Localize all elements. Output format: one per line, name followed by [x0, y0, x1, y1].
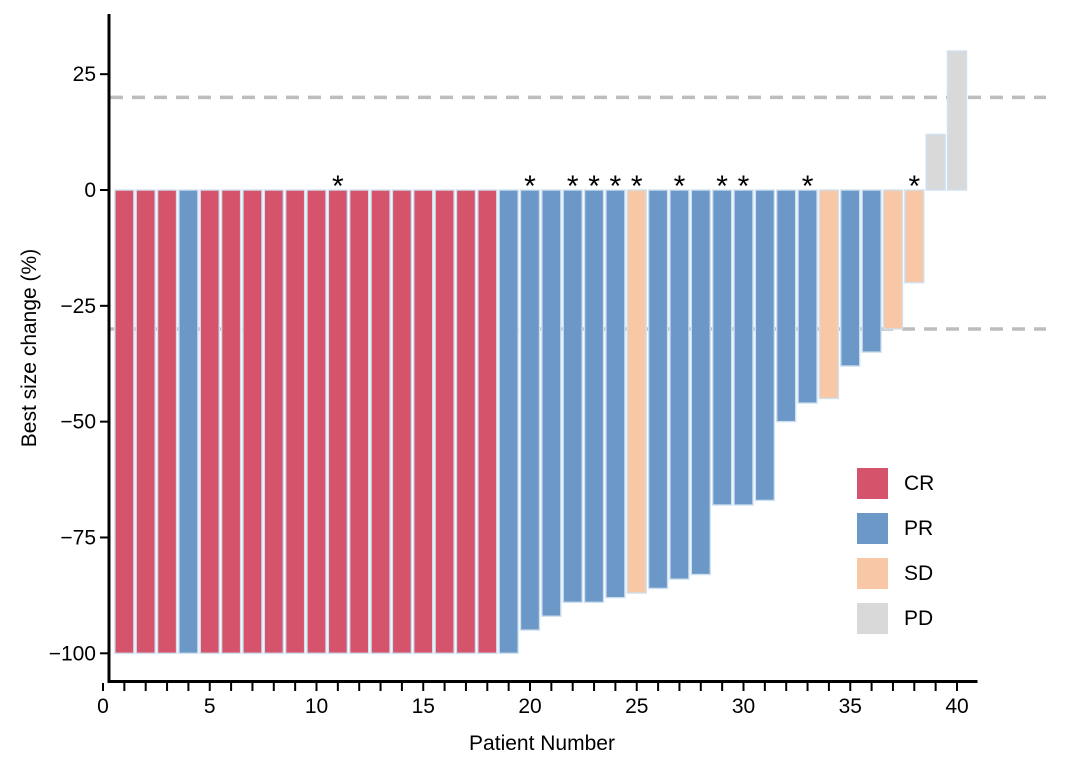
bar-patient-33 — [797, 189, 818, 404]
bar-patient-27 — [669, 189, 690, 580]
legend-entry-pr: PR — [857, 513, 934, 544]
x-axis-title: Patient Number — [469, 732, 615, 755]
bar-patient-2 — [135, 189, 156, 654]
bar-patient-3 — [156, 189, 178, 654]
legend-entry-pd: PD — [857, 603, 934, 634]
bar-patient-23 — [583, 189, 605, 604]
y-tick-label--25: −25 — [60, 295, 96, 318]
legend-swatch-pr — [857, 513, 888, 544]
x-tick-label-30: 30 — [732, 695, 755, 718]
bar-patient-21 — [541, 189, 562, 617]
bar-patient-17 — [455, 189, 477, 654]
bar-patient-14 — [391, 189, 413, 654]
legend-label-pd: PD — [904, 607, 934, 630]
bar-patient-26 — [647, 189, 669, 590]
legend-swatch-pd — [857, 603, 888, 634]
significance-star-patient-20: * — [524, 170, 536, 203]
bar-patient-30 — [733, 189, 754, 506]
legend: CR PR SD PD — [857, 468, 934, 648]
bar-patient-5 — [199, 189, 220, 654]
bar-patient-35 — [840, 189, 861, 367]
legend-entry-sd: SD — [857, 558, 934, 589]
bar-patient-12 — [349, 189, 370, 654]
x-tick-label-25: 25 — [625, 695, 648, 718]
legend-label-cr: CR — [904, 472, 935, 495]
bar-patient-1 — [114, 189, 135, 654]
bar-patient-15 — [413, 189, 434, 654]
bar-patient-31 — [754, 189, 776, 502]
significance-star-patient-22: * — [567, 170, 579, 203]
bar-patient-8 — [263, 189, 284, 654]
bar-patient-10 — [306, 189, 327, 654]
bar-patient-4 — [178, 189, 199, 654]
x-tick-label-20: 20 — [518, 695, 541, 718]
bar-patient-40 — [946, 50, 968, 191]
y-tick-label-0: 0 — [84, 179, 96, 202]
x-tick-label-15: 15 — [412, 695, 435, 718]
bar-patient-6 — [220, 189, 242, 654]
bar-patient-22 — [562, 189, 583, 604]
legend-swatch-cr — [857, 468, 888, 499]
x-tick-label-0: 0 — [97, 695, 109, 718]
bar-patient-11 — [327, 189, 349, 654]
bar-patient-29 — [711, 189, 733, 506]
legend-label-pr: PR — [904, 517, 934, 540]
bar-patient-39 — [925, 133, 946, 191]
significance-star-patient-11: * — [332, 170, 344, 203]
bar-patient-13 — [370, 189, 391, 654]
significance-star-patient-30: * — [738, 170, 750, 203]
significance-star-patient-23: * — [588, 170, 600, 203]
x-tick-label-40: 40 — [945, 695, 968, 718]
x-tick-label-35: 35 — [839, 695, 862, 718]
bar-patient-16 — [434, 189, 455, 654]
bar-patient-9 — [284, 189, 306, 654]
x-axis-line — [107, 680, 978, 683]
y-tick-label--75: −75 — [60, 526, 96, 549]
significance-star-patient-27: * — [674, 170, 686, 203]
bar-patient-20 — [519, 189, 541, 631]
significance-star-patient-33: * — [802, 170, 814, 203]
y-tick-label-25: 25 — [73, 63, 96, 86]
legend-swatch-sd — [857, 558, 888, 589]
bar-patient-24 — [605, 189, 626, 599]
significance-star-patient-25: * — [631, 170, 643, 203]
legend-entry-cr: CR — [857, 468, 934, 499]
legend-label-sd: SD — [904, 562, 934, 585]
bar-patient-25 — [626, 189, 647, 594]
bar-patient-37 — [882, 189, 904, 330]
significance-star-patient-29: * — [716, 170, 728, 203]
y-tick-label--50: −50 — [60, 411, 96, 434]
bar-patient-19 — [498, 189, 519, 654]
bar-patient-18 — [477, 189, 498, 654]
significance-star-patient-38: * — [908, 170, 920, 203]
bar-patient-34 — [818, 189, 840, 400]
bar-patient-7 — [242, 189, 263, 654]
bar-patient-38 — [904, 189, 925, 284]
x-tick-label-10: 10 — [305, 695, 328, 718]
bar-patient-36 — [861, 189, 882, 353]
x-tick-label-5: 5 — [204, 695, 216, 718]
bar-patient-28 — [690, 189, 711, 576]
y-axis-title: Best size change (%) — [18, 248, 41, 448]
significance-star-patient-24: * — [610, 170, 622, 203]
bar-patient-32 — [776, 189, 797, 423]
y-axis-line — [107, 14, 111, 683]
y-tick-label--100: −100 — [49, 642, 96, 665]
